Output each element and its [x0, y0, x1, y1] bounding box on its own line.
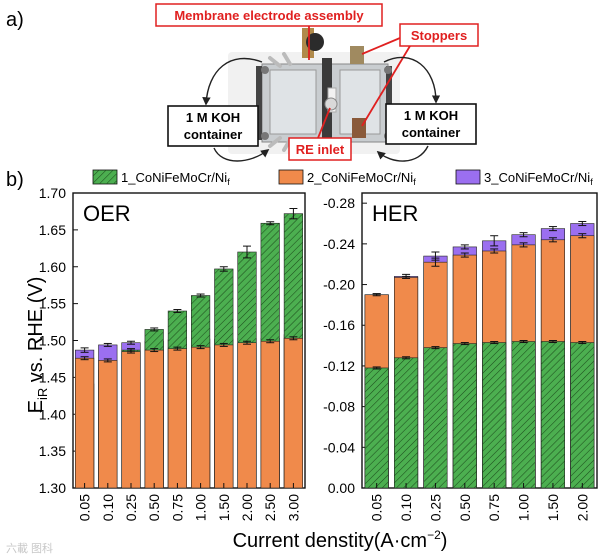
her-bar-hatch: [364, 367, 389, 488]
oer-bar: [191, 346, 211, 489]
oer-xtick-label: 0.50: [146, 494, 162, 521]
oer-ytick-label: 1.40: [39, 406, 66, 422]
her-xtick-label: 0.25: [427, 494, 443, 521]
her-bar-hatch: [482, 342, 506, 488]
right-container-line2: container: [402, 125, 461, 140]
right-container-line1: 1 M KOH: [404, 108, 458, 123]
her-ytick-label: -0.12: [323, 358, 355, 374]
legend-swatch-3: [455, 169, 481, 185]
oer-xtick-label: 1.50: [216, 494, 232, 521]
left-container-box: [167, 105, 259, 147]
oer-bar: [144, 349, 164, 489]
oer-title: OER: [83, 201, 131, 226]
her-ytick-label: -0.08: [323, 399, 355, 415]
her-title: HER: [372, 201, 418, 226]
oer-ytick-label: 1.45: [39, 369, 66, 385]
her-ytick-label: -0.20: [323, 277, 355, 293]
stoppers-callout: Stoppers: [411, 28, 467, 43]
oer-xtick-label: 0.05: [77, 494, 93, 521]
oer-xtick-label: 2.50: [262, 494, 278, 521]
legend-label-3: 3_CoNiFeMoCr/Nif: [484, 170, 593, 187]
oer-ytick-label: 1.60: [39, 259, 66, 275]
legend-label-2: 2_CoNiFeMoCr/Nif: [307, 170, 416, 187]
her-plot: 0.00 -0.04 -0.08 -0.12 -0.16 -0.20 -0.24 -0.28 0…: [323, 192, 598, 521]
oer-xtick-label: 0.10: [100, 494, 116, 521]
mea-callout-box: [155, 3, 383, 27]
her-bar-hatch: [541, 341, 565, 488]
flow-arrow-right-out: [383, 56, 441, 104]
oer-bar: [283, 337, 303, 489]
y-axis-label: EiR vs. RHE (V): [25, 277, 50, 414]
her-ytick-label: 0.00: [328, 480, 355, 496]
her-xtick-label: 0.75: [486, 494, 502, 521]
her-xtick-label: 2.00: [574, 494, 590, 521]
her-frame: [361, 192, 598, 489]
panel-a: a) Membrane electrode assembly Stop: [6, 3, 479, 162]
mea-callout: Membrane electrode assembly: [174, 8, 364, 23]
legend-label-1: 1_CoNiFeMoCr/Nif: [121, 170, 230, 187]
right-container-box: [385, 103, 477, 145]
oer-bar: [121, 351, 141, 489]
oer-xtick-label: 0.25: [123, 494, 139, 521]
oer-ytick-label: 1.50: [39, 333, 66, 349]
oer-ytick-label: 1.35: [39, 443, 66, 459]
watermark: 六載 图科: [6, 541, 53, 555]
oer-ytick-label: 1.65: [39, 222, 66, 238]
cell-photo: [228, 28, 400, 154]
her-xtick-label: 0.10: [398, 494, 414, 521]
flow-arrow-left-out: [202, 57, 263, 106]
oer-bar: [260, 340, 280, 489]
her-bar-hatch: [511, 341, 536, 488]
her-bar-hatch: [423, 347, 448, 488]
oer-xtick-label: 2.00: [239, 494, 255, 521]
oer-plot: 1.30 1.35 1.40 1.45 1.50 1.55 1.60 1.65 1.70 0.05…: [39, 185, 306, 521]
legend-swatch-2: [278, 169, 304, 185]
her-xtick-label: 1.00: [516, 494, 532, 521]
panel-a-label: a): [6, 9, 24, 31]
oer-bar: [167, 348, 187, 489]
x-axis-label: Current denstity(A·cm−2): [233, 528, 448, 552]
oer-bar: [237, 342, 257, 489]
her-xtick-label: 1.50: [545, 494, 561, 521]
flow-arrow-right-in: [376, 145, 429, 162]
her-bar-hatch: [453, 343, 477, 488]
oer-ytick-label: 1.30: [39, 480, 66, 496]
legend: 1_CoNiFeMoCr/Nif 2_CoNiFeMoCr/Nif 3_CoNi…: [92, 169, 593, 187]
her-bar-hatch: [394, 357, 418, 488]
oer-bar: [98, 360, 118, 489]
oer-xtick-label: 3.00: [285, 494, 301, 521]
her-ytick-label: -0.16: [323, 317, 355, 333]
panel-b-label: b): [6, 169, 24, 191]
oer-ytick-label: 1.55: [39, 296, 66, 312]
flow-arrow-left-in: [213, 147, 270, 162]
legend-swatch-1-hatch: [93, 170, 117, 184]
oer-xtick-label: 0.75: [169, 494, 185, 521]
stoppers-callout-box: [399, 23, 479, 47]
left-container-line1: 1 M KOH: [186, 110, 240, 125]
oer-ytick-label: 1.70: [39, 185, 66, 201]
her-ytick-label: -0.24: [323, 236, 355, 252]
left-container-line2: container: [184, 127, 243, 142]
her-ytick-label: -0.04: [323, 439, 355, 455]
oer-bar: [214, 344, 234, 489]
re-inlet-callout-box: [288, 137, 352, 161]
oer-bar: [75, 357, 95, 489]
re-inlet-callout: RE inlet: [296, 142, 345, 157]
her-ytick-label: -0.28: [323, 195, 355, 211]
her-bar-hatch: [570, 342, 595, 488]
oer-xtick-label: 1.00: [193, 494, 209, 521]
her-xtick-label: 0.50: [457, 494, 473, 521]
her-xtick-label: 0.05: [369, 494, 385, 521]
